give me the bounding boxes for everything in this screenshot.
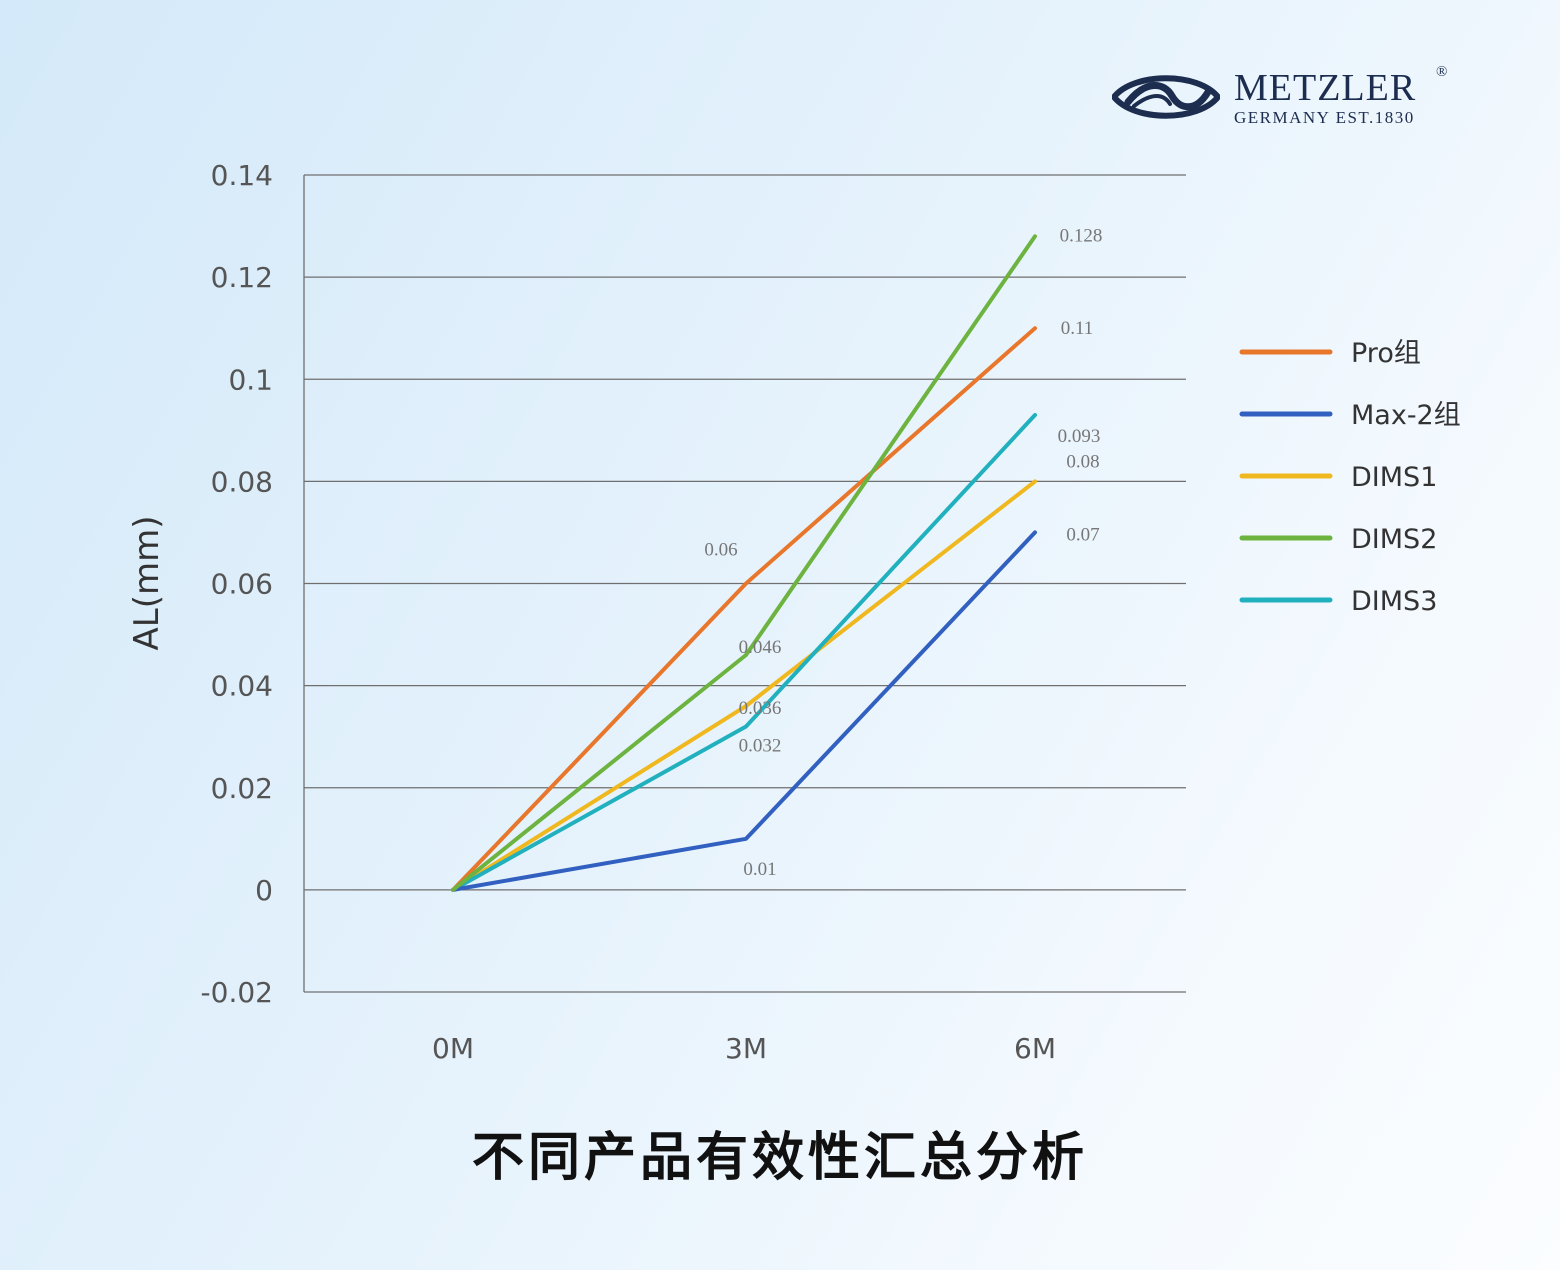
page-caption: 不同产品有效性汇总分析 — [471, 1128, 1088, 1188]
brand-registered-mark: ® — [1436, 64, 1448, 80]
series-line-2 — [451, 479, 1037, 892]
y-tick-label: -0.02 — [201, 976, 273, 1009]
y-axis-ticks: -0.02 0 0.02 0.04 0.06 0.08 0.1 0.12 0.14 — [201, 159, 273, 1009]
data-label: 0.07 — [1066, 524, 1099, 545]
data-label: 0.06 — [704, 540, 737, 561]
y-tick-label: 0.1 — [228, 363, 273, 396]
series-line-0 — [451, 326, 1037, 892]
y-tick-label: 0.02 — [211, 772, 273, 805]
series-line-3 — [451, 234, 1037, 892]
x-tick-label: 0M — [432, 1032, 474, 1065]
brand-subtitle: GERMANY EST.1830 — [1234, 108, 1415, 127]
legend-label: Pro组 — [1351, 338, 1421, 369]
legend: Pro组 Max-2组 DIMS1 DIMS2 DIMS3 — [1239, 338, 1461, 617]
legend-label: DIMS1 — [1351, 462, 1437, 493]
data-label: 0.08 — [1066, 451, 1099, 472]
legend-label: DIMS2 — [1351, 524, 1437, 555]
x-axis-ticks: 0M 3M 6M — [432, 1032, 1056, 1065]
data-label: 0.128 — [1060, 225, 1103, 246]
metzler-logo-icon — [1112, 75, 1220, 119]
data-label: 0.036 — [739, 698, 782, 719]
data-label: 0.093 — [1058, 426, 1101, 447]
legend-label: DIMS3 — [1351, 586, 1437, 617]
series-line-1 — [451, 530, 1037, 892]
y-tick-label: 0.14 — [211, 159, 273, 192]
y-axis-label: AL(mm) — [127, 516, 167, 651]
brand-name: METZLER — [1234, 67, 1417, 109]
x-tick-label: 6M — [1014, 1032, 1056, 1065]
series-line-4 — [451, 413, 1037, 892]
x-tick-label: 3M — [725, 1032, 767, 1065]
data-label: 0.01 — [743, 859, 776, 880]
series-lines — [451, 234, 1037, 892]
data-label: 0.046 — [739, 637, 782, 658]
data-label: 0.11 — [1061, 318, 1094, 339]
legend-label: Max-2组 — [1351, 400, 1461, 431]
data-label: 0.032 — [739, 735, 782, 756]
y-tick-label: 0 — [255, 874, 273, 907]
y-tick-label: 0.12 — [211, 261, 273, 294]
y-tick-label: 0.04 — [211, 670, 273, 703]
data-labels: 0.06 0.11 0.01 0.07 0.036 0.08 0.046 0.128 0.032… — [704, 225, 1102, 880]
y-tick-label: 0.06 — [211, 568, 273, 601]
brand-logo: METZLER ® GERMANY EST.1830 — [1112, 62, 1472, 142]
y-tick-label: 0.08 — [211, 465, 273, 498]
